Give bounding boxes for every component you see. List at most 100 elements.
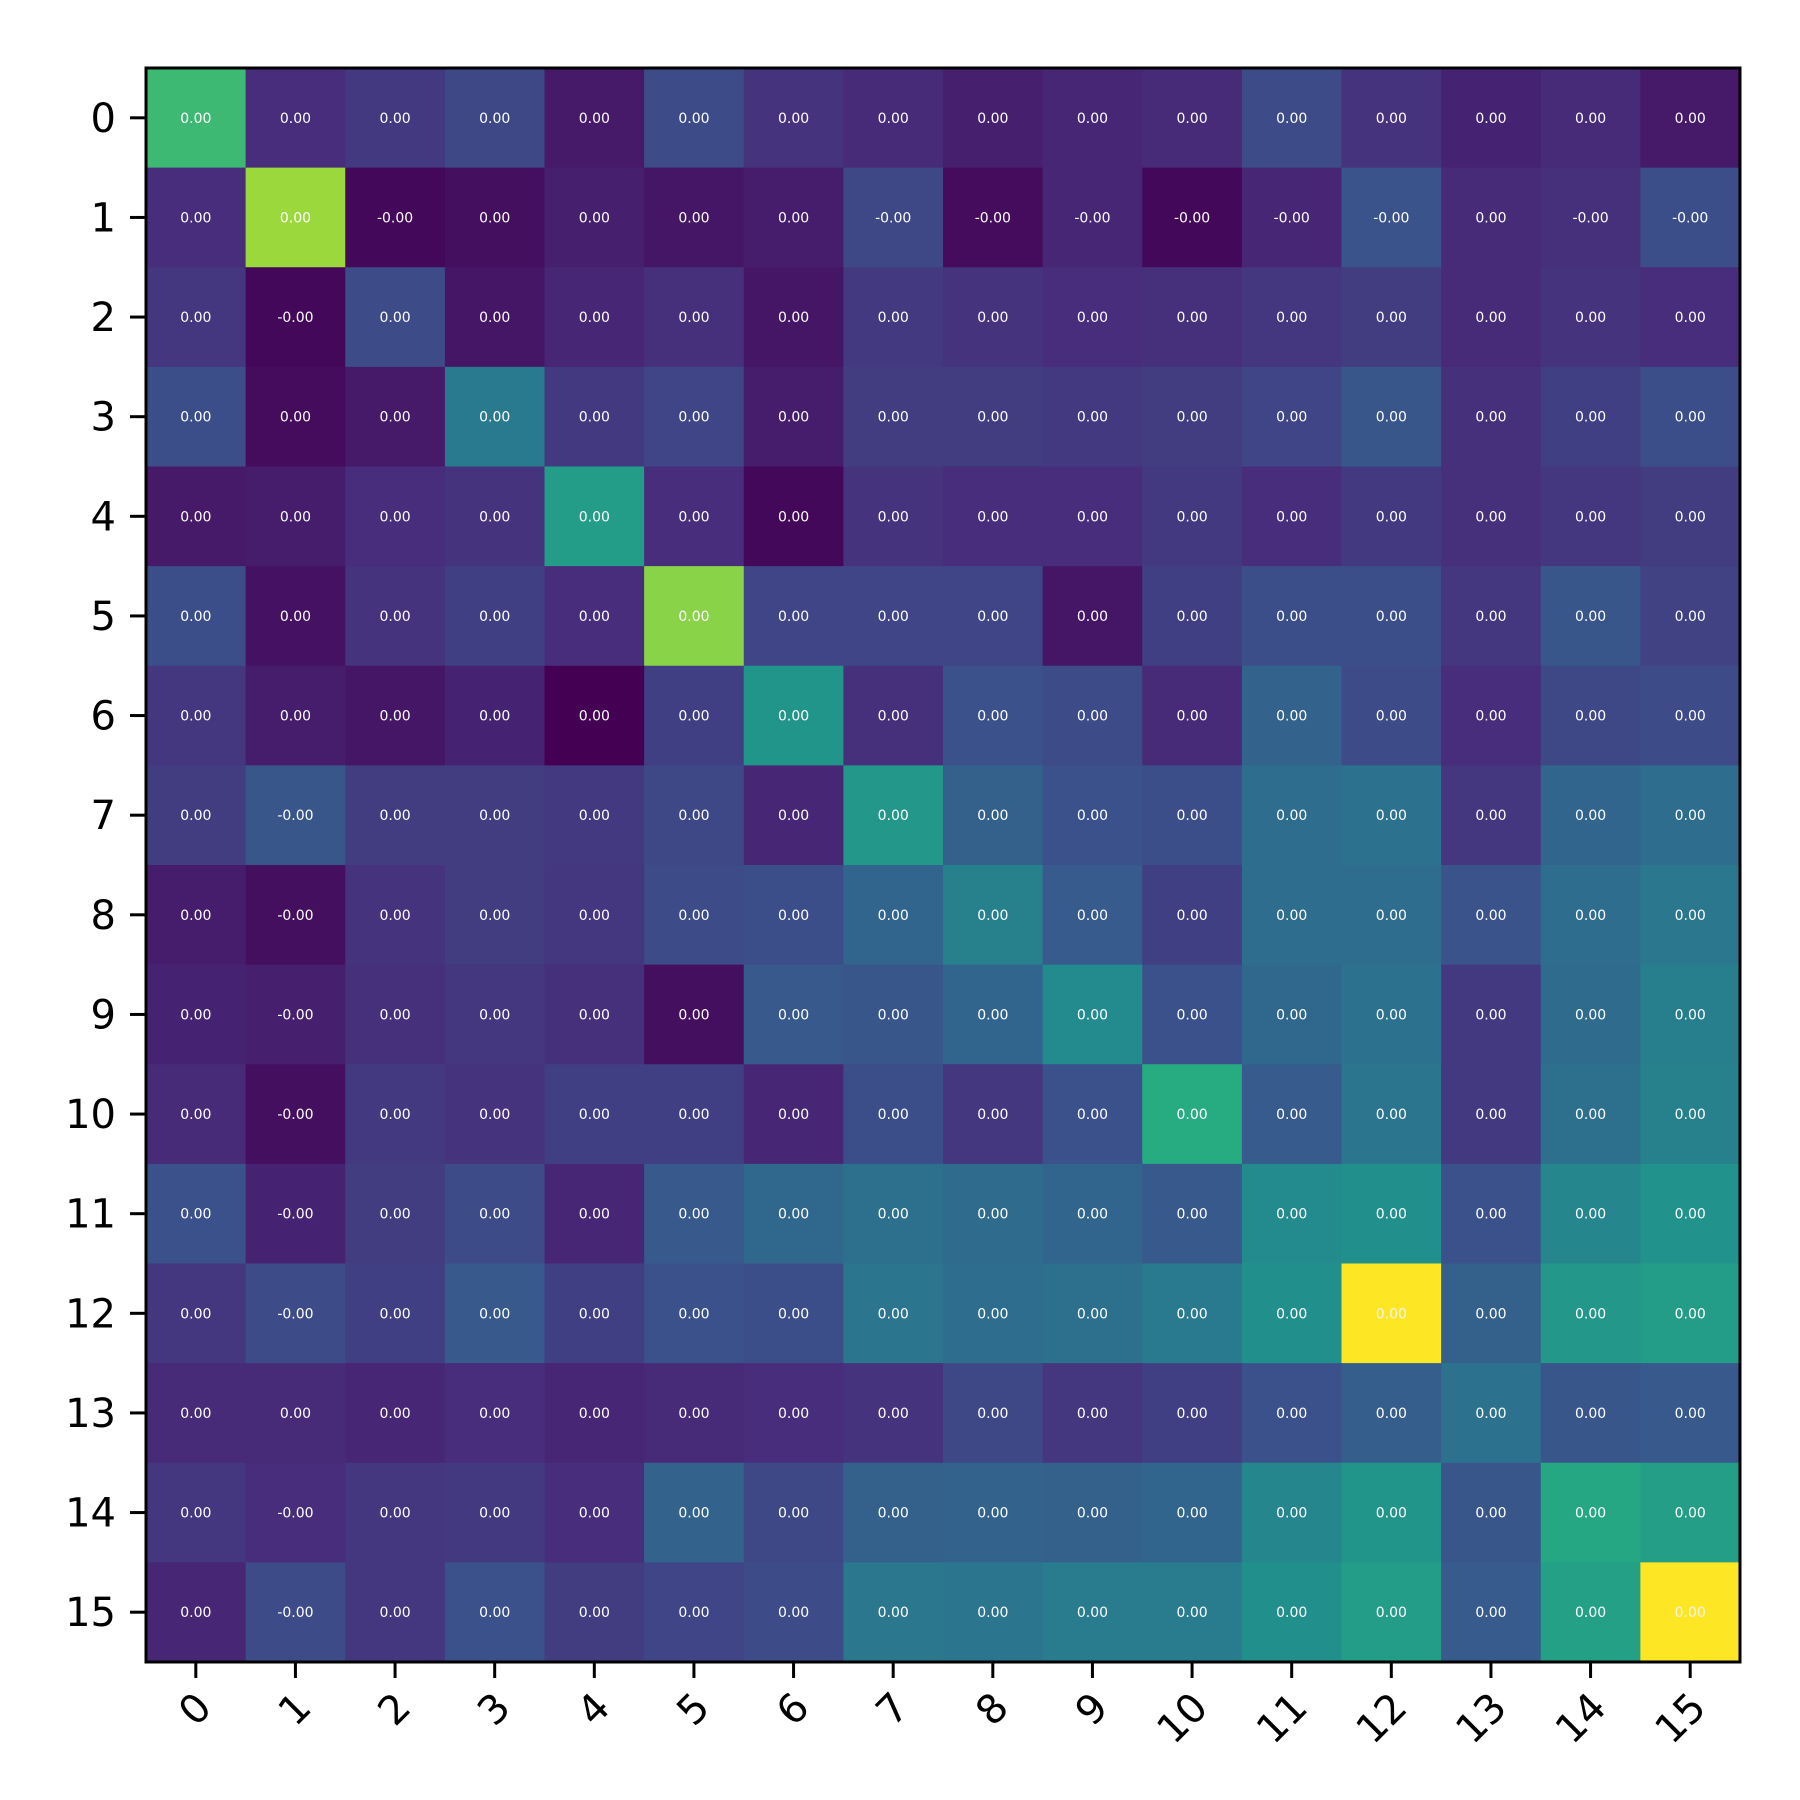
heatmap-cell-2-11 (1241, 267, 1343, 368)
heatmap-cell-15-14 (1540, 1562, 1641, 1663)
heatmap-cell-10-11 (1241, 1064, 1343, 1165)
cell-value-label-6-1: 0.00 (280, 709, 311, 725)
heatmap-cell-1-15 (1640, 167, 1741, 268)
cell-value-label-9-8: 0.00 (977, 1007, 1008, 1023)
cell-value-label-11-4: 0.00 (579, 1207, 610, 1223)
heatmap-cell-5-4 (544, 566, 645, 667)
cell-value-label-1-0: 0.00 (180, 210, 211, 226)
heatmap-cell-11-11 (1241, 1163, 1343, 1265)
heatmap-cell-6-10 (1142, 665, 1243, 766)
heatmap-cell-15-2 (345, 1562, 446, 1663)
plot-frame (144, 66, 1742, 1664)
cell-value-label-8-10: 0.00 (1176, 908, 1207, 924)
heatmap-cell-3-12 (1341, 366, 1442, 468)
heatmap-cell-7-10 (1142, 765, 1243, 866)
cell-value-label-0-6: 0.00 (778, 111, 809, 127)
cell-value-label-1-13: 0.00 (1475, 210, 1506, 226)
cell-value-label-2-5: 0.00 (678, 310, 709, 326)
heatmap-cell-4-12 (1341, 466, 1442, 567)
heatmap-cell-4-4 (544, 466, 645, 567)
cell-value-label-11-7: 0.00 (878, 1207, 909, 1223)
cell-value-label-4-10: 0.00 (1176, 509, 1207, 525)
cell-value-label-1-14: -0.00 (1572, 210, 1608, 226)
cell-value-label-0-13: 0.00 (1475, 111, 1506, 127)
cell-value-label-10-10: 0.00 (1176, 1107, 1207, 1123)
heatmap-cell-5-6 (743, 566, 844, 667)
cell-value-label-1-8: -0.00 (975, 210, 1011, 226)
heatmap-cell-4-15 (1640, 466, 1741, 567)
cell-value-label-12-7: 0.00 (878, 1306, 909, 1322)
x-tick-label-3: 3 (469, 1684, 520, 1735)
heatmap-cell-1-8 (943, 167, 1044, 268)
cell-value-label-7-8: 0.00 (977, 808, 1008, 824)
heatmap-cell-11-5 (644, 1163, 745, 1265)
cell-value-label-14-5: 0.00 (678, 1506, 709, 1522)
cell-value-label-12-2: 0.00 (379, 1306, 410, 1322)
x-tick-label-15: 15 (1647, 1684, 1716, 1753)
heatmap-cell-9-14 (1540, 964, 1641, 1065)
cell-value-label-2-1: -0.00 (277, 310, 313, 326)
cell-value-label-0-8: 0.00 (977, 111, 1008, 127)
cell-value-label-9-7: 0.00 (878, 1007, 909, 1023)
cell-value-label-7-10: 0.00 (1176, 808, 1207, 824)
cell-value-label-3-7: 0.00 (878, 410, 909, 426)
heatmap-cell-10-9 (1042, 1064, 1143, 1165)
cell-value-label-11-14: 0.00 (1575, 1207, 1606, 1223)
heatmap-cell-9-10 (1142, 964, 1243, 1065)
heatmap-cell-15-12 (1341, 1562, 1442, 1663)
heatmap-cell-4-5 (644, 466, 745, 567)
cell-value-label-8-6: 0.00 (778, 908, 809, 924)
cell-value-label-10-2: 0.00 (379, 1107, 410, 1123)
heatmap-cell-9-0 (146, 964, 247, 1065)
cell-value-label-2-10: 0.00 (1176, 310, 1207, 326)
cell-value-label-10-9: 0.00 (1077, 1107, 1108, 1123)
cell-value-label-5-14: 0.00 (1575, 609, 1606, 625)
cell-value-label-12-8: 0.00 (977, 1306, 1008, 1322)
heatmap-cell-15-4 (544, 1562, 645, 1663)
cell-value-label-2-9: 0.00 (1077, 310, 1108, 326)
cell-value-label-4-8: 0.00 (977, 509, 1008, 525)
heatmap-cell-5-14 (1540, 566, 1641, 667)
heatmap-cell-7-12 (1341, 765, 1442, 866)
cell-value-label-10-3: 0.00 (479, 1107, 510, 1123)
heatmap-cell-8-8 (943, 865, 1044, 966)
heatmap-cell-12-5 (644, 1263, 745, 1364)
cell-value-label-13-9: 0.00 (1077, 1406, 1108, 1422)
heatmap-cell-8-0 (146, 865, 247, 966)
heatmap-cell-13-0 (146, 1363, 247, 1464)
heatmap-cell-12-7 (843, 1263, 944, 1364)
cell-value-label-2-11: 0.00 (1276, 310, 1307, 326)
cell-value-label-7-0: 0.00 (180, 808, 211, 824)
heatmap-cell-6-4 (544, 665, 645, 766)
y-tick-label-1: 1 (91, 195, 116, 241)
y-tick-label-2: 2 (91, 295, 116, 341)
cell-value-label-2-14: 0.00 (1575, 310, 1606, 326)
heatmap-cell-4-7 (843, 466, 944, 567)
heatmap-cell-14-7 (843, 1462, 944, 1563)
heatmap-cell-14-15 (1640, 1462, 1741, 1563)
heatmap-cell-13-11 (1241, 1363, 1343, 1464)
cell-value-label-6-2: 0.00 (379, 709, 410, 725)
x-tick-label-0: 0 (170, 1684, 221, 1735)
cell-value-label-5-0: 0.00 (180, 609, 211, 625)
heatmap-cell-6-8 (943, 665, 1044, 766)
cell-value-label-8-0: 0.00 (180, 908, 211, 924)
cell-value-label-7-6: 0.00 (778, 808, 809, 824)
heatmap-cell-2-9 (1042, 267, 1143, 368)
cell-value-label-5-2: 0.00 (379, 609, 410, 625)
cell-value-label-13-6: 0.00 (778, 1406, 809, 1422)
heatmap-cell-11-7 (843, 1163, 944, 1265)
cell-value-label-1-15: -0.00 (1672, 210, 1708, 226)
cell-value-label-5-7: 0.00 (878, 609, 909, 625)
heatmap-cell-6-13 (1441, 665, 1542, 766)
heatmap-cell-15-15 (1640, 1562, 1741, 1663)
heatmap-cell-12-15 (1640, 1263, 1741, 1364)
cell-value-label-7-7: 0.00 (878, 808, 909, 824)
heatmap-cell-1-2 (345, 167, 446, 268)
cell-value-label-13-13: 0.00 (1475, 1406, 1506, 1422)
cell-value-label-6-3: 0.00 (479, 709, 510, 725)
heatmap-cell-3-1 (245, 366, 346, 468)
heatmap-cell-8-10 (1142, 865, 1243, 966)
cell-value-label-1-5: 0.00 (678, 210, 709, 226)
y-tick-label-10: 10 (65, 1092, 116, 1138)
